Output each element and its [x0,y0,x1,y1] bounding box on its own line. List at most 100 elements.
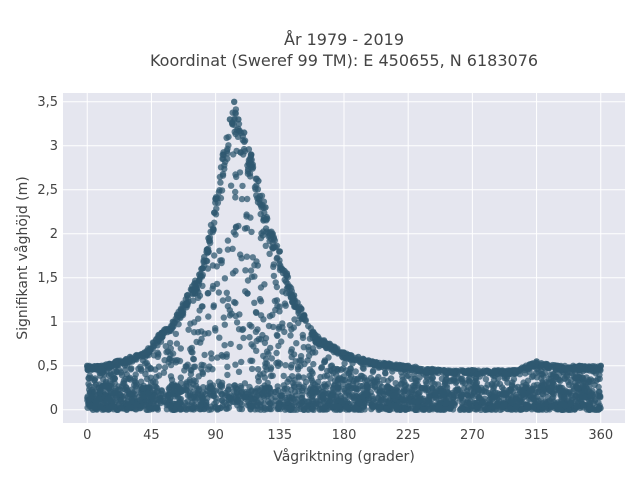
scatter-point [298,357,305,364]
scatter-point [512,405,519,413]
scatter-point [201,351,208,359]
scatter-point [355,353,362,361]
scatter-point [352,368,359,375]
scatter-point [469,393,477,401]
scatter-point [504,379,511,386]
scatter-point [254,326,261,333]
scatter-point [111,369,118,376]
scatter-point [337,398,344,405]
scatter-point [544,361,551,368]
scatter-point [183,300,190,307]
scatter-point [495,375,502,382]
scatter-point [211,252,218,259]
scatter-point [482,384,490,392]
scatter-point [384,377,392,385]
scatter-point [425,396,433,403]
scatter-point [231,98,238,106]
scatter-point [330,365,337,372]
scatter-point [302,317,309,325]
scatter-point [223,147,231,154]
scatter-point [226,307,233,314]
scatter-point [506,386,513,394]
scatter-point [242,393,249,401]
scatter-point [337,375,344,382]
scatter-point [449,376,457,383]
scatter-point [288,386,295,393]
scatter-point [183,379,191,386]
scatter-point [195,281,202,288]
scatter-point [288,361,295,369]
scatter-point [115,400,123,408]
scatter-point [347,365,354,372]
x-tick-label: 45 [143,428,160,443]
scatter-point [167,361,175,369]
scatter-point [470,388,478,396]
scatter-point [363,383,370,390]
scatter-point [232,299,239,307]
scatter-point [378,383,386,390]
scatter-point [204,249,211,257]
scatter-point [224,246,232,253]
scatter-point [452,387,459,394]
scatter-point [282,362,289,369]
scatter-point [573,402,581,410]
scatter-point [341,360,348,367]
scatter-point [146,383,153,391]
scatter-point [437,387,444,395]
scatter-point [271,244,278,251]
scatter-point [248,365,256,373]
scatter-point [424,386,432,393]
scatter-point [190,297,197,304]
scatter-point [227,394,234,402]
scatter-point [101,381,109,388]
scatter-point [533,358,540,365]
scatter-point [198,303,206,310]
scatter-point [211,209,218,216]
scatter-point [318,364,325,372]
scatter-point [195,373,202,380]
scatter-point [331,377,339,384]
scatter-point [323,397,331,404]
scatter-point [321,373,328,380]
scatter-point [242,267,249,274]
scatter-point [221,342,228,349]
scatter-point [292,358,299,365]
y-axis-ticks: 0 0,5 1 1,5 2 2,5 3 3,5 [37,95,58,418]
scatter-point [196,271,203,278]
scatter-point [248,323,255,330]
scatter-point [220,314,227,321]
scatter-point [263,348,271,355]
scatter-point [111,387,119,395]
scatter-point [251,184,259,191]
scatter-point [275,403,282,410]
scatter-point [246,334,253,341]
scatter-point [568,365,575,372]
y-tick-label: 3,5 [37,95,58,110]
scatter-point [268,405,275,413]
scatter-point [530,372,537,380]
scatter-point [132,371,139,378]
scatter-point [225,295,232,302]
scatter-point [128,365,135,372]
y-tick-label: 3 [50,139,58,154]
scatter-point [345,404,352,412]
scatter-point [275,342,282,350]
scatter-point [219,297,227,304]
scatter-point [161,357,168,364]
scatter-point [556,376,563,383]
scatter-point [162,399,170,406]
scatter-point [96,395,103,403]
scatter-point [240,334,247,342]
scatter-point [341,386,348,393]
scatter-point [297,405,304,413]
scatter-point [312,349,319,356]
scatter-point [265,322,273,330]
scatter-point [489,395,496,403]
scatter-point [256,295,264,303]
scatter-point [283,270,291,277]
scatter-point [198,335,205,343]
scatter-point [267,366,274,373]
scatter-point [448,391,455,398]
scatter-point [510,376,518,383]
scatter-point [400,386,407,393]
